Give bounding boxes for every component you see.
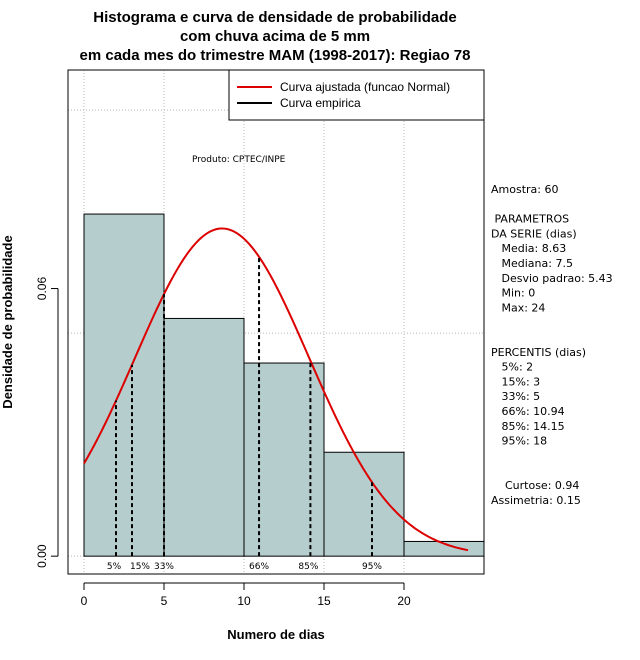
chart-title-line-1: Histograma e curva de densidade de proba… bbox=[93, 9, 456, 26]
stats-line-14: 33%: 5 bbox=[491, 390, 540, 403]
stats-line-4: Media: 8.63 bbox=[491, 242, 566, 255]
legend-label-empirical: Curva empirica bbox=[280, 96, 361, 110]
y-axis-title: Densidade de probabilidade bbox=[0, 235, 15, 408]
legend-label-normal-fit: Curva ajustada (funcao Normal) bbox=[280, 80, 450, 94]
histogram-bar-3 bbox=[323, 451, 405, 557]
stats-line-12: 5%: 2 bbox=[491, 361, 533, 374]
stats-line-16: 85%: 14.15 bbox=[491, 420, 565, 433]
chart-title-line-3: em cada mes do trimestre MAM (1998-2017)… bbox=[80, 47, 471, 64]
stats-line-8: Max: 24 bbox=[491, 301, 545, 314]
percentile-label-1: 15% bbox=[130, 562, 150, 572]
histogram-bar-1 bbox=[163, 317, 245, 557]
stats-line-15: 66%: 10.94 bbox=[491, 405, 565, 418]
legend-box bbox=[228, 69, 485, 121]
x-tick-label-4: 20 bbox=[397, 594, 411, 608]
stats-line-7: Min: 0 bbox=[491, 287, 535, 300]
stats-line-13: 15%: 3 bbox=[491, 375, 540, 388]
stats-line-17: 95%: 18 bbox=[491, 435, 547, 448]
y-tick-label-1: 0.06 bbox=[35, 277, 49, 301]
chart-title-line-2: com chuva acima de 5 mm bbox=[180, 28, 370, 45]
x-axis-title: Numero de dias bbox=[227, 627, 325, 642]
stats-line-3: DA SERIE (dias) bbox=[491, 227, 577, 240]
stats-line-6: Desvio padrao: 5.43 bbox=[491, 272, 613, 285]
stats-line-11: PERCENTIS (dias) bbox=[491, 346, 586, 359]
histogram-bar-2 bbox=[243, 362, 325, 557]
x-tick-label-1: 5 bbox=[161, 594, 168, 608]
x-tick-label-2: 10 bbox=[237, 594, 251, 608]
stats-line-2: PARAMETROS bbox=[491, 213, 569, 226]
percentile-label-5: 95% bbox=[362, 562, 382, 572]
percentile-label-0: 5% bbox=[107, 562, 122, 572]
stats-line-5: Mediana: 7.5 bbox=[491, 257, 573, 270]
stats-line-21: Assimetria: 0.15 bbox=[491, 494, 581, 507]
stats-line-20: Curtose: 0.94 bbox=[491, 479, 579, 492]
x-tick-label-0: 0 bbox=[81, 594, 88, 608]
y-tick-label-0: 0.00 bbox=[35, 544, 49, 568]
percentile-label-4: 85% bbox=[298, 562, 318, 572]
product-label: Produto: CPTEC/INPE bbox=[192, 155, 286, 165]
legend: Curva ajustada (funcao Normal) Curva emp… bbox=[228, 69, 485, 121]
stats-line-0: Amostra: 60 bbox=[491, 183, 558, 196]
normal-fit-curve bbox=[83, 227, 469, 552]
x-tick-label-3: 15 bbox=[317, 594, 331, 608]
percentile-label-3: 66% bbox=[249, 562, 269, 572]
percentile-label-2: 33% bbox=[154, 562, 174, 572]
